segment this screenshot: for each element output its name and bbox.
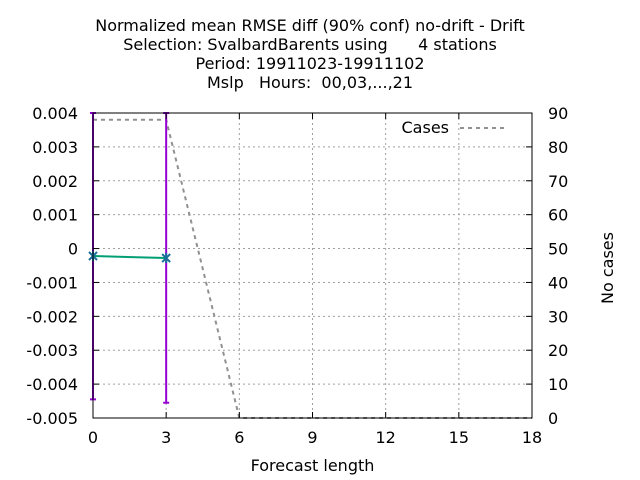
x-tick-label: 6: [234, 428, 244, 447]
title-line-4: Mslp Hours: 00,03,...,21: [206, 73, 414, 92]
y-tick-label: -0.004: [26, 375, 78, 394]
y-tick-label: -0.002: [26, 307, 78, 326]
x-axis-label: Forecast length: [251, 456, 375, 475]
y2-tick-label: 60: [548, 206, 568, 225]
x-tick-label: 3: [161, 428, 171, 447]
legend-label-cases: Cases: [402, 118, 450, 137]
y2-tick-label: 10: [548, 375, 568, 394]
y2-tick-label: 20: [548, 341, 568, 360]
series-line-main: [92, 255, 167, 260]
series-layer: [88, 112, 532, 419]
x-tick-label: 0: [88, 428, 98, 447]
legend: Cases: [402, 118, 508, 137]
y-tick-label: -0.001: [26, 273, 78, 292]
tick-marks: [92, 112, 533, 419]
grid-lines: [93, 113, 532, 418]
y2-tick-label: 80: [548, 138, 568, 157]
y-tick-label: -0.005: [26, 409, 78, 428]
y-tick-label: 0.002: [32, 172, 78, 191]
y-tick-label: -0.003: [26, 341, 78, 360]
y2-tick-label: 40: [548, 273, 568, 292]
x-tick-label: 18: [522, 428, 542, 447]
data-point-marker: [161, 253, 171, 264]
x-tick-label: 9: [307, 428, 317, 447]
x-tick-label: 15: [449, 428, 469, 447]
y2-tick-label: 70: [548, 172, 568, 191]
y2-tick-label: 90: [548, 104, 568, 123]
chart-title: Normalized mean RMSE diff (90% conf) no-…: [0, 16, 620, 92]
y2-axis-label: No cases: [598, 232, 617, 304]
y-tick-label: 0: [68, 240, 78, 259]
title-line-3: Period: 19911023-19911102: [195, 54, 425, 73]
y-tick-label: 0.003: [32, 138, 78, 157]
tick-labels: 0 3 6 9 12 15 18 0.004 0.003 0.002 0.001 0 -0.001 -0.…: [26, 104, 568, 447]
series-line-cases: [93, 118, 532, 419]
y-tick-label: 0.001: [32, 206, 78, 225]
x-tick-label: 12: [375, 428, 395, 447]
y2-tick-label: 50: [548, 240, 568, 259]
title-line-1: Normalized mean RMSE diff (90% conf) no-…: [95, 16, 525, 35]
y-tick-label: 0.004: [32, 104, 78, 123]
title-line-2: Selection: SvalbardBarents using 4 stati…: [123, 35, 497, 54]
y2-tick-label: 30: [548, 307, 568, 326]
y2-tick-label: 0: [548, 409, 558, 428]
